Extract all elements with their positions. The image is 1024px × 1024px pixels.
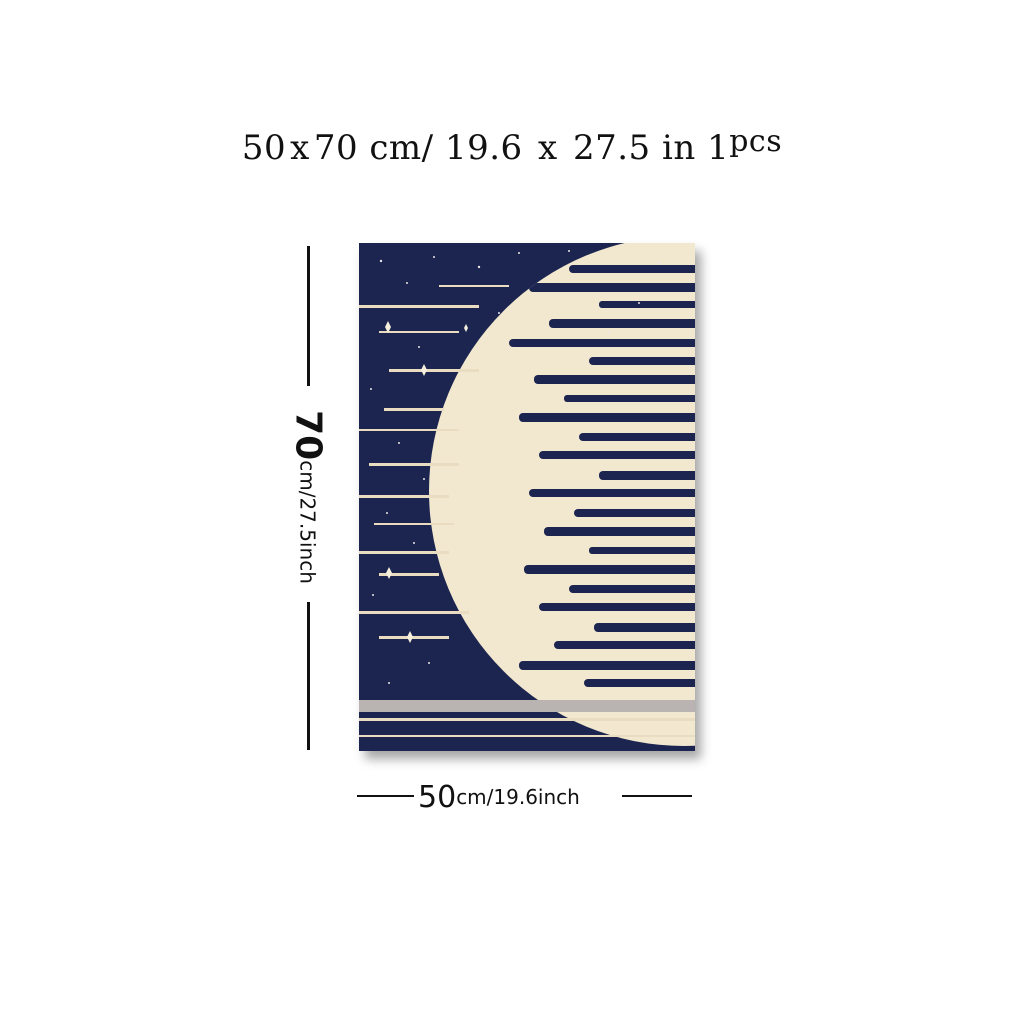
headline-unit-in: in — [661, 128, 696, 168]
height-value: 70 — [287, 410, 329, 461]
sparkle-stars — [385, 321, 468, 643]
moon-streaks — [509, 265, 695, 687]
canvas-print — [359, 243, 695, 751]
headline-x1: x — [290, 128, 310, 168]
size-headline: 50 x 70 cm/ 19.6 x 27.5 in 1pcs — [0, 124, 1024, 168]
height-line-bottom — [307, 602, 310, 750]
height-unit: cm/27.5inch — [295, 460, 320, 584]
width-value: 50 — [418, 780, 457, 815]
width-line-left — [357, 795, 414, 797]
headline-qty: 1 — [707, 128, 730, 168]
headline-x2: x — [537, 128, 558, 168]
headline-height-in: 27.5 — [572, 128, 651, 168]
sky-streaks — [359, 285, 695, 737]
small-stars — [370, 250, 660, 684]
headline-height: 70 — [313, 128, 359, 168]
headline-width-in: 19.6 — [444, 128, 523, 168]
height-label: 70cm/27.5inch — [288, 410, 329, 584]
width-label: 50cm/19.6inch — [418, 780, 580, 815]
height-line-top — [307, 246, 310, 386]
width-line-right — [622, 795, 692, 797]
headline-width: 50 — [241, 128, 287, 168]
width-unit: cm/19.6inch — [456, 785, 580, 809]
headline-qty-unit: pcs — [729, 124, 783, 159]
headline-unit-cm: cm/ — [369, 128, 434, 168]
moon-artwork — [359, 243, 695, 751]
